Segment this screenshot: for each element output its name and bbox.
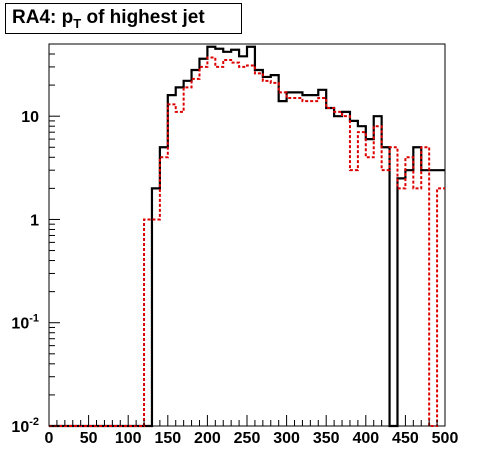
x-tick-label: 400	[352, 430, 379, 447]
y-tick-label: 10-1	[11, 313, 39, 333]
y-tick-label: 10-2	[11, 416, 39, 436]
x-tick-label: 0	[45, 430, 54, 447]
histogram-series-1-solid	[49, 45, 445, 428]
chart-title: RA4: pT of highest jet	[5, 3, 242, 34]
plot-frame	[48, 43, 446, 427]
x-tick-label: 150	[154, 430, 181, 447]
y-tick-label: 1	[30, 212, 39, 229]
y-tick-label: 10	[21, 109, 39, 126]
x-tick-label: 50	[80, 430, 98, 447]
series-layer	[49, 45, 445, 428]
x-tick-label: 200	[194, 430, 221, 447]
histogram-series-2-dashed	[49, 56, 445, 427]
x-tick-label: 300	[273, 430, 300, 447]
x-tick-label: 100	[115, 430, 142, 447]
x-tick-label: 500	[432, 430, 459, 447]
axis-layer: 0 50 100 150 200 250 300 350 400 450 500 10 1 10-1 10-…	[11, 43, 459, 447]
x-tick-label: 450	[392, 430, 419, 447]
x-tick-label: 250	[234, 430, 261, 447]
x-tick-label: 350	[313, 430, 340, 447]
